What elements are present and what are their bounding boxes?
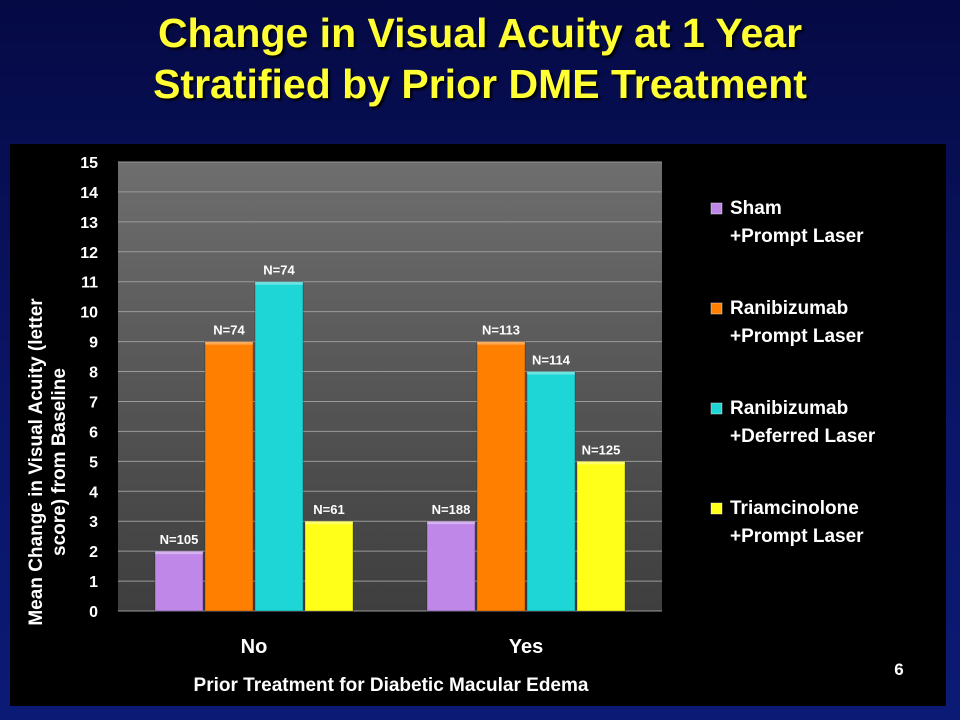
bar (154, 550, 204, 612)
y-axis-label-line-1: Mean Change in Visual Acuity (letter (26, 298, 47, 626)
bar (254, 281, 304, 612)
y-tick-label: 11 (81, 275, 98, 292)
x-axis-label: Prior Treatment for Diabetic Macular Ede… (194, 675, 589, 696)
legend-swatch (710, 202, 723, 215)
y-tick-label: 1 (89, 574, 98, 591)
legend-swatch (710, 402, 723, 415)
bar-chart: N=105 N=74 N=74 N=61 N=188 N=113 N=114 N=125 0 1… (26, 155, 876, 696)
y-tick-label: 10 (80, 305, 98, 322)
legend-entry-name: Ranibizumab (730, 398, 848, 419)
y-axis-label-line-2: score) from Baseline (49, 368, 70, 556)
bar-highlight (305, 521, 353, 525)
x-tick-label: Yes (509, 636, 543, 658)
y-tick-label: 14 (80, 185, 98, 202)
bar (304, 520, 354, 612)
bars (154, 281, 626, 612)
data-label: N=188 (432, 502, 471, 517)
bar (426, 520, 476, 612)
legend-entry-detail: +Prompt Laser (730, 326, 864, 347)
legend-entry-detail: +Prompt Laser (730, 526, 864, 547)
bar (476, 341, 526, 612)
data-label: N=74 (263, 263, 295, 278)
bar-highlight (527, 371, 575, 375)
y-tick-label: 5 (89, 454, 98, 471)
legend-swatch (710, 302, 723, 315)
y-tick-label: 15 (80, 155, 98, 172)
legend-entry-name: Sham (730, 198, 782, 219)
y-tick-label: 4 (89, 484, 98, 501)
data-label: N=114 (532, 353, 571, 368)
bar-highlight (155, 551, 203, 555)
chart-panel: N=105 N=74 N=74 N=61 N=188 N=113 N=114 N=125 0 1… (10, 144, 946, 706)
y-tick-label: 3 (89, 514, 98, 531)
legend-swatch (710, 502, 723, 515)
bar-highlight (427, 521, 475, 525)
y-tick-label: 0 (89, 604, 98, 621)
x-tick-label: No (241, 636, 268, 658)
legend-entry-detail: +Prompt Laser (730, 226, 864, 247)
data-label: N=61 (313, 502, 344, 517)
bar (204, 341, 254, 612)
bar-highlight (205, 341, 253, 345)
legend-entry-detail: +Deferred Laser (730, 426, 876, 447)
slide-number: 6 (894, 660, 904, 679)
slide-title: Change in Visual Acuity at 1 Year Strati… (0, 8, 960, 110)
y-tick-label: 13 (80, 215, 98, 232)
x-axis-ticks: No Yes (241, 636, 544, 658)
y-tick-label: 9 (89, 335, 98, 352)
data-labels: N=105 N=74 N=74 N=61 N=188 N=113 N=114 N=125 (160, 263, 621, 547)
bar-highlight (577, 461, 625, 465)
y-tick-label: 6 (89, 424, 98, 441)
legend-entry-name: Triamcinolone (730, 498, 859, 519)
bar-highlight (477, 341, 525, 345)
data-label: N=125 (582, 442, 621, 457)
bar (526, 371, 576, 612)
data-label: N=74 (213, 323, 245, 338)
data-label: N=113 (482, 323, 520, 338)
slide-title-line-1: Change in Visual Acuity at 1 Year (157, 10, 803, 56)
bar-highlight (255, 281, 303, 285)
legend-entry-name: Ranibizumab (730, 298, 848, 319)
slide-title-line-2: Stratified by Prior DME Treatment (153, 61, 807, 107)
y-tick-label: 7 (89, 394, 98, 411)
legend: Sham +Prompt Laser Ranibizumab +Prompt Lase… (710, 198, 876, 547)
y-tick-label: 8 (89, 365, 98, 382)
y-tick-label: 12 (80, 245, 98, 262)
bar (576, 460, 626, 612)
data-label: N=105 (160, 532, 199, 547)
y-tick-label: 2 (89, 544, 98, 561)
